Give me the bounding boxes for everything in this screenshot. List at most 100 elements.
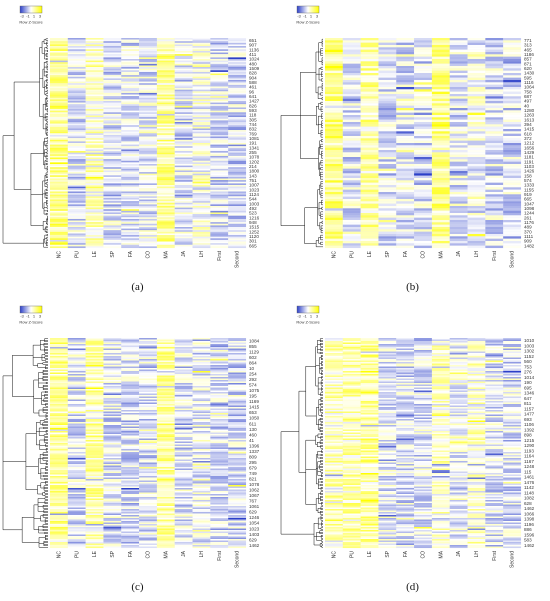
heatmap-cell — [103, 354, 122, 357]
heatmap-cell — [210, 375, 229, 378]
heatmap-cell — [121, 440, 140, 442]
heatmap-cell — [139, 365, 157, 367]
heatmap-cell — [85, 188, 104, 190]
heatmap-cell — [139, 83, 157, 85]
heatmap-cell — [228, 437, 247, 439]
heatmap-cell — [156, 378, 175, 381]
heatmap-cell — [396, 217, 415, 221]
heatmap-cell — [50, 102, 68, 105]
heatmap-cell — [85, 341, 104, 343]
heatmap-cell — [414, 185, 432, 188]
heatmap-cell — [228, 506, 247, 508]
heatmap-cell — [342, 171, 361, 174]
row-label: 864 — [249, 360, 257, 365]
heatmap-cell — [467, 227, 486, 230]
heatmap-cell — [139, 92, 157, 95]
heatmap-cell — [431, 187, 450, 190]
heatmap-cell — [467, 131, 486, 134]
heatmap-cell — [192, 57, 211, 60]
heatmap-cell — [192, 67, 211, 69]
heatmap-cell — [210, 348, 229, 351]
heatmap-cell — [325, 89, 343, 92]
heatmap-cell — [503, 243, 522, 246]
heatmap-cell — [156, 168, 175, 171]
heatmap-cell — [156, 525, 175, 528]
heatmap-cell — [50, 71, 68, 74]
heatmap-cell — [50, 185, 68, 187]
heatmap-cell — [228, 128, 247, 131]
heatmap-cell — [139, 54, 157, 56]
heatmap-cell — [210, 215, 229, 218]
heatmap-cell — [50, 68, 68, 71]
heatmap-cell — [121, 452, 140, 454]
heatmap-cell — [50, 70, 68, 72]
heatmap-cell — [85, 60, 104, 63]
heatmap-cell — [449, 243, 468, 246]
heatmap-cell — [121, 231, 140, 234]
heatmap-cell — [103, 193, 122, 195]
heatmap-cell — [156, 459, 175, 462]
heatmap-cell — [210, 128, 229, 131]
heatmap-cell — [67, 63, 86, 66]
heatmap-cell — [228, 398, 247, 400]
heatmap-cell — [192, 399, 211, 402]
heatmap-cell — [485, 231, 504, 235]
heatmap-cell — [85, 99, 104, 102]
heatmap-cell — [121, 405, 140, 408]
heatmap-cell — [121, 191, 140, 194]
heatmap-cell — [192, 154, 211, 156]
heatmap-cell — [139, 151, 157, 153]
heatmap-cell — [210, 41, 229, 43]
heatmap-cell — [192, 125, 211, 127]
heatmap-cell — [228, 341, 247, 343]
heatmap-cell — [378, 61, 397, 64]
heatmap-cell — [103, 147, 122, 150]
heatmap-cell — [378, 203, 397, 207]
heatmap-cell — [449, 201, 468, 204]
heatmap-cell — [210, 512, 229, 514]
heatmap-cell — [121, 368, 140, 370]
heatmap-cell — [67, 413, 86, 415]
heatmap-cell — [431, 189, 450, 193]
heatmap-cell — [414, 82, 432, 85]
heatmap-cell — [50, 489, 68, 492]
heatmap-cell — [174, 44, 193, 47]
heatmap-cell — [228, 60, 247, 63]
heatmap-cell — [50, 44, 68, 47]
heatmap-cell — [85, 500, 104, 502]
heatmap-cell — [192, 506, 211, 508]
heatmap-cell — [156, 536, 175, 538]
heatmap-cell — [85, 230, 104, 232]
heatmap-cell — [449, 161, 468, 165]
heatmap-cell — [449, 220, 468, 223]
heatmap-cell — [228, 389, 247, 391]
heatmap-cell — [67, 196, 86, 198]
heatmap-cell — [139, 348, 157, 351]
heatmap-cell — [485, 129, 504, 132]
heatmap-cell — [192, 118, 211, 121]
heatmap-cell — [325, 215, 343, 218]
heatmap-cell — [228, 423, 247, 426]
heatmap-cell — [342, 231, 361, 235]
heatmap-cell — [85, 54, 104, 56]
heatmap-cell — [174, 57, 193, 60]
heatmap-cell — [503, 112, 522, 116]
heatmap-cell — [210, 122, 229, 124]
heatmap-cell — [67, 417, 86, 420]
heatmap-cell — [378, 189, 397, 193]
heatmap-cell — [174, 401, 193, 403]
heatmap-cell — [50, 423, 68, 426]
heatmap-cell — [85, 507, 104, 510]
heatmap-cell — [50, 425, 68, 427]
row-label: 771 — [524, 38, 532, 43]
heatmap-cell — [85, 46, 104, 48]
heatmap-cell — [378, 96, 397, 99]
heatmap-cell — [210, 519, 229, 522]
heatmap-cell — [414, 119, 432, 123]
heatmap-cell — [210, 369, 229, 372]
heatmap-cell — [121, 47, 140, 50]
heatmap-cell — [139, 462, 157, 465]
column-label: First — [217, 550, 223, 560]
heatmap-cell — [210, 459, 229, 462]
heatmap-cell — [103, 78, 122, 81]
